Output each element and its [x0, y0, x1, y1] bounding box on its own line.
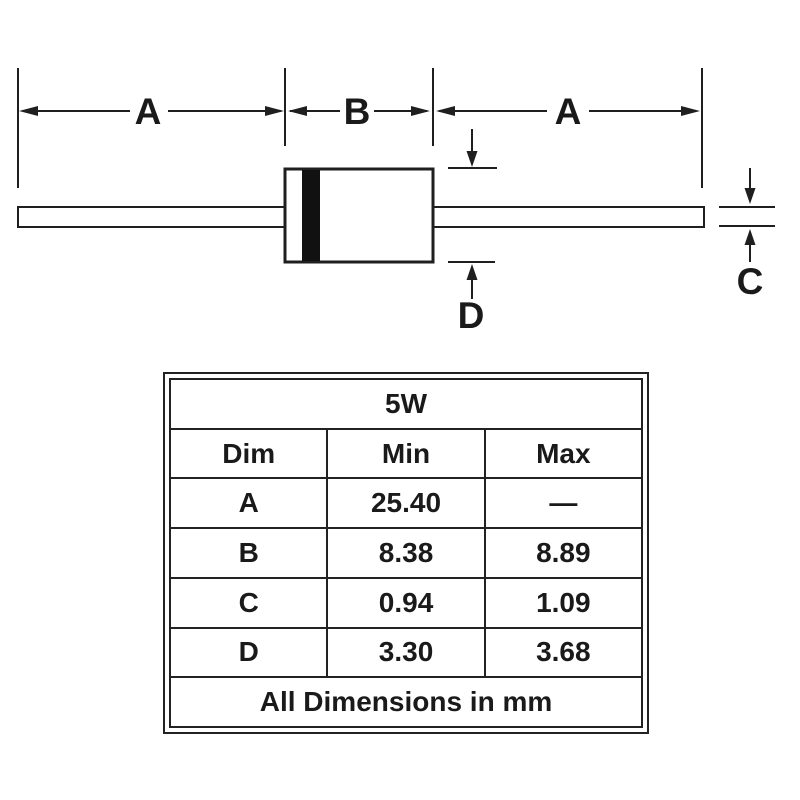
- col-header-min: Min: [326, 427, 486, 480]
- min-cell: 8.38: [326, 527, 486, 579]
- dimensions-table-grid: 5W Dim Min Max A 25.40 — B 8.38 8.89 C 0…: [168, 378, 644, 728]
- dim-cell: A: [168, 477, 329, 530]
- dimensions-table: 5W Dim Min Max A 25.40 — B 8.38 8.89 C 0…: [163, 372, 649, 734]
- diode-package-diagram: A B A C D: [17, 68, 775, 336]
- max-cell: 1.09: [483, 576, 644, 629]
- arrowhead-down-icon: [466, 151, 478, 167]
- min-cell: 25.40: [326, 477, 486, 530]
- cathode-band: [302, 170, 320, 261]
- table-row: A 25.40 —: [168, 477, 644, 530]
- dim-cell: C: [168, 576, 329, 629]
- min-cell: 0.94: [326, 576, 486, 629]
- arrowhead-right-icon: [681, 106, 700, 116]
- arrowhead-down-icon: [744, 188, 756, 204]
- table-footer-note: All Dimensions in mm: [169, 676, 643, 728]
- dim-label-c: C: [737, 261, 764, 302]
- arrowhead-right-icon: [265, 106, 284, 116]
- table-row: C 0.94 1.09: [168, 576, 644, 629]
- arrowhead-left-icon: [436, 106, 455, 116]
- table-title-row: 5W: [169, 378, 643, 430]
- dim-label-b: B: [344, 91, 371, 132]
- col-header-dim: Dim: [168, 427, 329, 480]
- table-title: 5W: [169, 378, 643, 430]
- table-row: D 3.30 3.68: [168, 626, 644, 679]
- lead-left: [17, 206, 288, 228]
- arrowhead-right-icon: [411, 106, 430, 116]
- table-footer-row: All Dimensions in mm: [169, 676, 643, 728]
- arrowhead-left-icon: [288, 106, 307, 116]
- dim-c-indicator: [719, 168, 775, 262]
- arrowhead-up-icon: [744, 229, 756, 245]
- extension-lines: [17, 68, 703, 188]
- max-cell: —: [483, 477, 644, 530]
- dim-label-d: D: [458, 295, 485, 336]
- max-cell: 8.89: [483, 527, 644, 579]
- dimension-arrowheads: [19, 106, 700, 116]
- dim-cell: B: [168, 527, 329, 579]
- dim-cell: D: [168, 626, 329, 679]
- arrowhead-up-icon: [466, 264, 478, 280]
- min-cell: 3.30: [326, 626, 486, 679]
- dim-d-indicator: [448, 129, 497, 299]
- table-header-row: Dim Min Max: [168, 427, 644, 480]
- arrowhead-left-icon: [19, 106, 38, 116]
- table-row: B 8.38 8.89: [168, 527, 644, 579]
- col-header-max: Max: [483, 427, 644, 480]
- dim-label-a-right: A: [555, 91, 582, 132]
- max-cell: 3.68: [483, 626, 644, 679]
- dim-label-a-left: A: [135, 91, 162, 132]
- lead-right: [430, 206, 705, 228]
